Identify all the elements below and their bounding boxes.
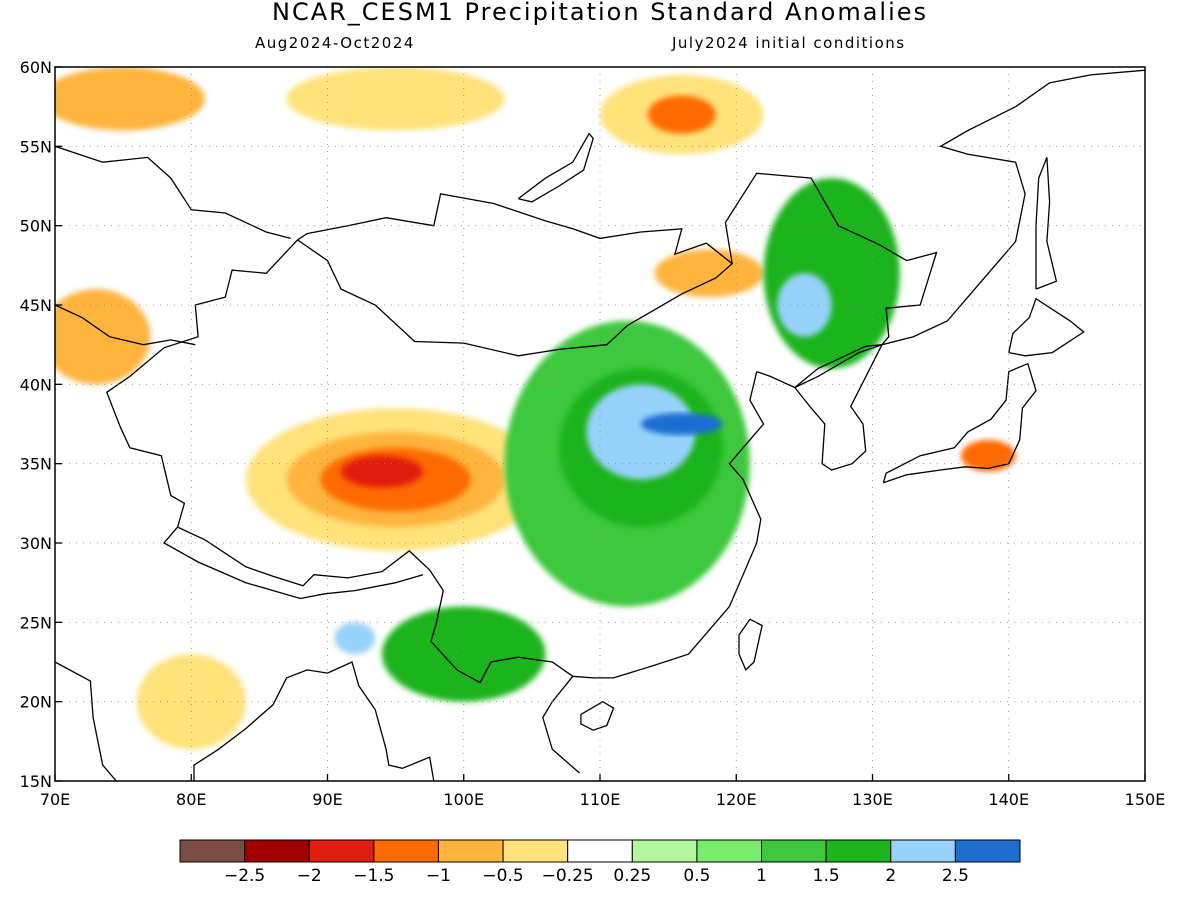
- colorbar-label: 1.5: [813, 866, 840, 886]
- lon-tick-label: 150E: [1125, 790, 1166, 809]
- lat-tick-label: 45N: [20, 296, 52, 315]
- colorbar-label: −0.5: [482, 866, 523, 886]
- anomaly-japan-dry: [961, 439, 1016, 472]
- boundary-line: [724, 172, 938, 389]
- longitude-axis: 70E 80E 90E 100E 110E 120E 130E 140E 150E: [40, 774, 1166, 809]
- lat-tick-label: 55N: [20, 137, 52, 156]
- latitude-axis: 15N 20N 25N 30N 35N 40N 45N 50N 55N 60N: [20, 58, 62, 791]
- anomaly-indochina-wet: [382, 606, 546, 702]
- lat-tick-label: 15N: [20, 772, 52, 791]
- anomaly-siberia-dry: [286, 67, 505, 131]
- boundary-line: [881, 69, 1145, 346]
- boundary-line: [542, 371, 765, 774]
- colorbar-swatch: [567, 839, 633, 863]
- boundary-line: [55, 661, 117, 781]
- boundary-line: [162, 526, 424, 600]
- boundary-line: [794, 344, 883, 389]
- colorbar-swatch: [244, 839, 310, 863]
- lon-tick-label: 100E: [443, 790, 484, 809]
- colorbar-label: −0.25: [542, 866, 594, 886]
- colorbar-label: 0.25: [613, 866, 651, 886]
- colorbar-swatch: [437, 839, 504, 863]
- anomaly-kazakhstan-north-dry: [55, 67, 205, 131]
- colorbar-label: 1: [756, 866, 767, 886]
- anomaly-bay-of-bengal-dry: [136, 654, 246, 750]
- lon-tick-label: 140E: [988, 790, 1029, 809]
- colorbar-swatch: [761, 839, 827, 863]
- colorbar-swatch: [954, 839, 1021, 863]
- lon-tick-label: 90E: [312, 790, 342, 809]
- anomaly-baikal-east-dry-core: [647, 95, 716, 134]
- lon-tick-label: 110E: [580, 790, 621, 809]
- coastlines-and-borders: [55, 69, 1145, 781]
- boundary-line: [106, 239, 574, 684]
- colorbar-label: 2: [885, 866, 896, 886]
- colorbar-swatch: [373, 839, 439, 863]
- colorbar-swatch: [890, 839, 956, 863]
- colorbar: −2.5 −2 −1.5 −1 −0.5 −0.25 0.25 0.5 1 1.5 2 2.5: [179, 839, 1021, 886]
- boundary-line: [1035, 157, 1058, 290]
- colorbar-swatch: [179, 839, 246, 863]
- anomaly-yunnan-wet-core: [334, 622, 376, 655]
- anomaly-central-asia-west-dry: [55, 289, 151, 385]
- colorbar-swatch: [502, 839, 569, 863]
- lat-tick-label: 25N: [20, 613, 52, 632]
- colorbar-swatch: [825, 839, 892, 863]
- lat-tick-label: 50N: [20, 217, 52, 236]
- gridlines: [55, 67, 1145, 781]
- map-title: NCAR_CESM1 Precipitation Standard Anomal…: [271, 0, 929, 26]
- lon-tick-label: 130E: [852, 790, 893, 809]
- colorbar-label: 2.5: [942, 866, 969, 886]
- lat-tick-label: 30N: [20, 534, 52, 553]
- anomaly-north-china-wet-max: [640, 412, 723, 436]
- lat-tick-label: 40N: [20, 375, 52, 394]
- anomaly-tibet-dry-core: [341, 455, 423, 488]
- anomaly-manchuria-wet: [763, 178, 900, 369]
- boundary-line: [297, 193, 734, 357]
- boundary-line: [517, 132, 594, 203]
- colorbar-swatch: [631, 839, 698, 863]
- lon-tick-label: 80E: [176, 790, 206, 809]
- boundary-line: [738, 618, 763, 672]
- boundary-line: [882, 362, 1037, 484]
- lat-tick-label: 35N: [20, 455, 52, 474]
- colorbar-label: −1: [426, 866, 451, 886]
- boundary-line: [580, 700, 615, 731]
- lon-tick-label: 120E: [716, 790, 757, 809]
- initial-conditions: July2024 initial conditions: [672, 34, 906, 52]
- anomaly-mongolia-east-dry: [654, 249, 764, 298]
- boundary-line: [1008, 297, 1085, 357]
- colorbar-label: −2.5: [224, 866, 265, 886]
- lon-tick-label: 70E: [40, 790, 70, 809]
- boundary-line: [55, 304, 196, 346]
- colorbar-label: −1.5: [353, 866, 394, 886]
- colorbar-label: −2: [297, 866, 322, 886]
- lat-tick-label: 60N: [20, 58, 52, 77]
- forecast-period: Aug2024-Oct2024: [255, 34, 415, 52]
- colorbar-label: 0.5: [683, 866, 710, 886]
- anomaly-north-china-wet-core: [586, 384, 696, 480]
- colorbar-swatch: [308, 839, 375, 863]
- boundary-line: [55, 145, 291, 240]
- colorbar-swatch: [696, 839, 763, 863]
- lat-tick-label: 20N: [20, 693, 52, 712]
- boundary-line: [193, 661, 435, 781]
